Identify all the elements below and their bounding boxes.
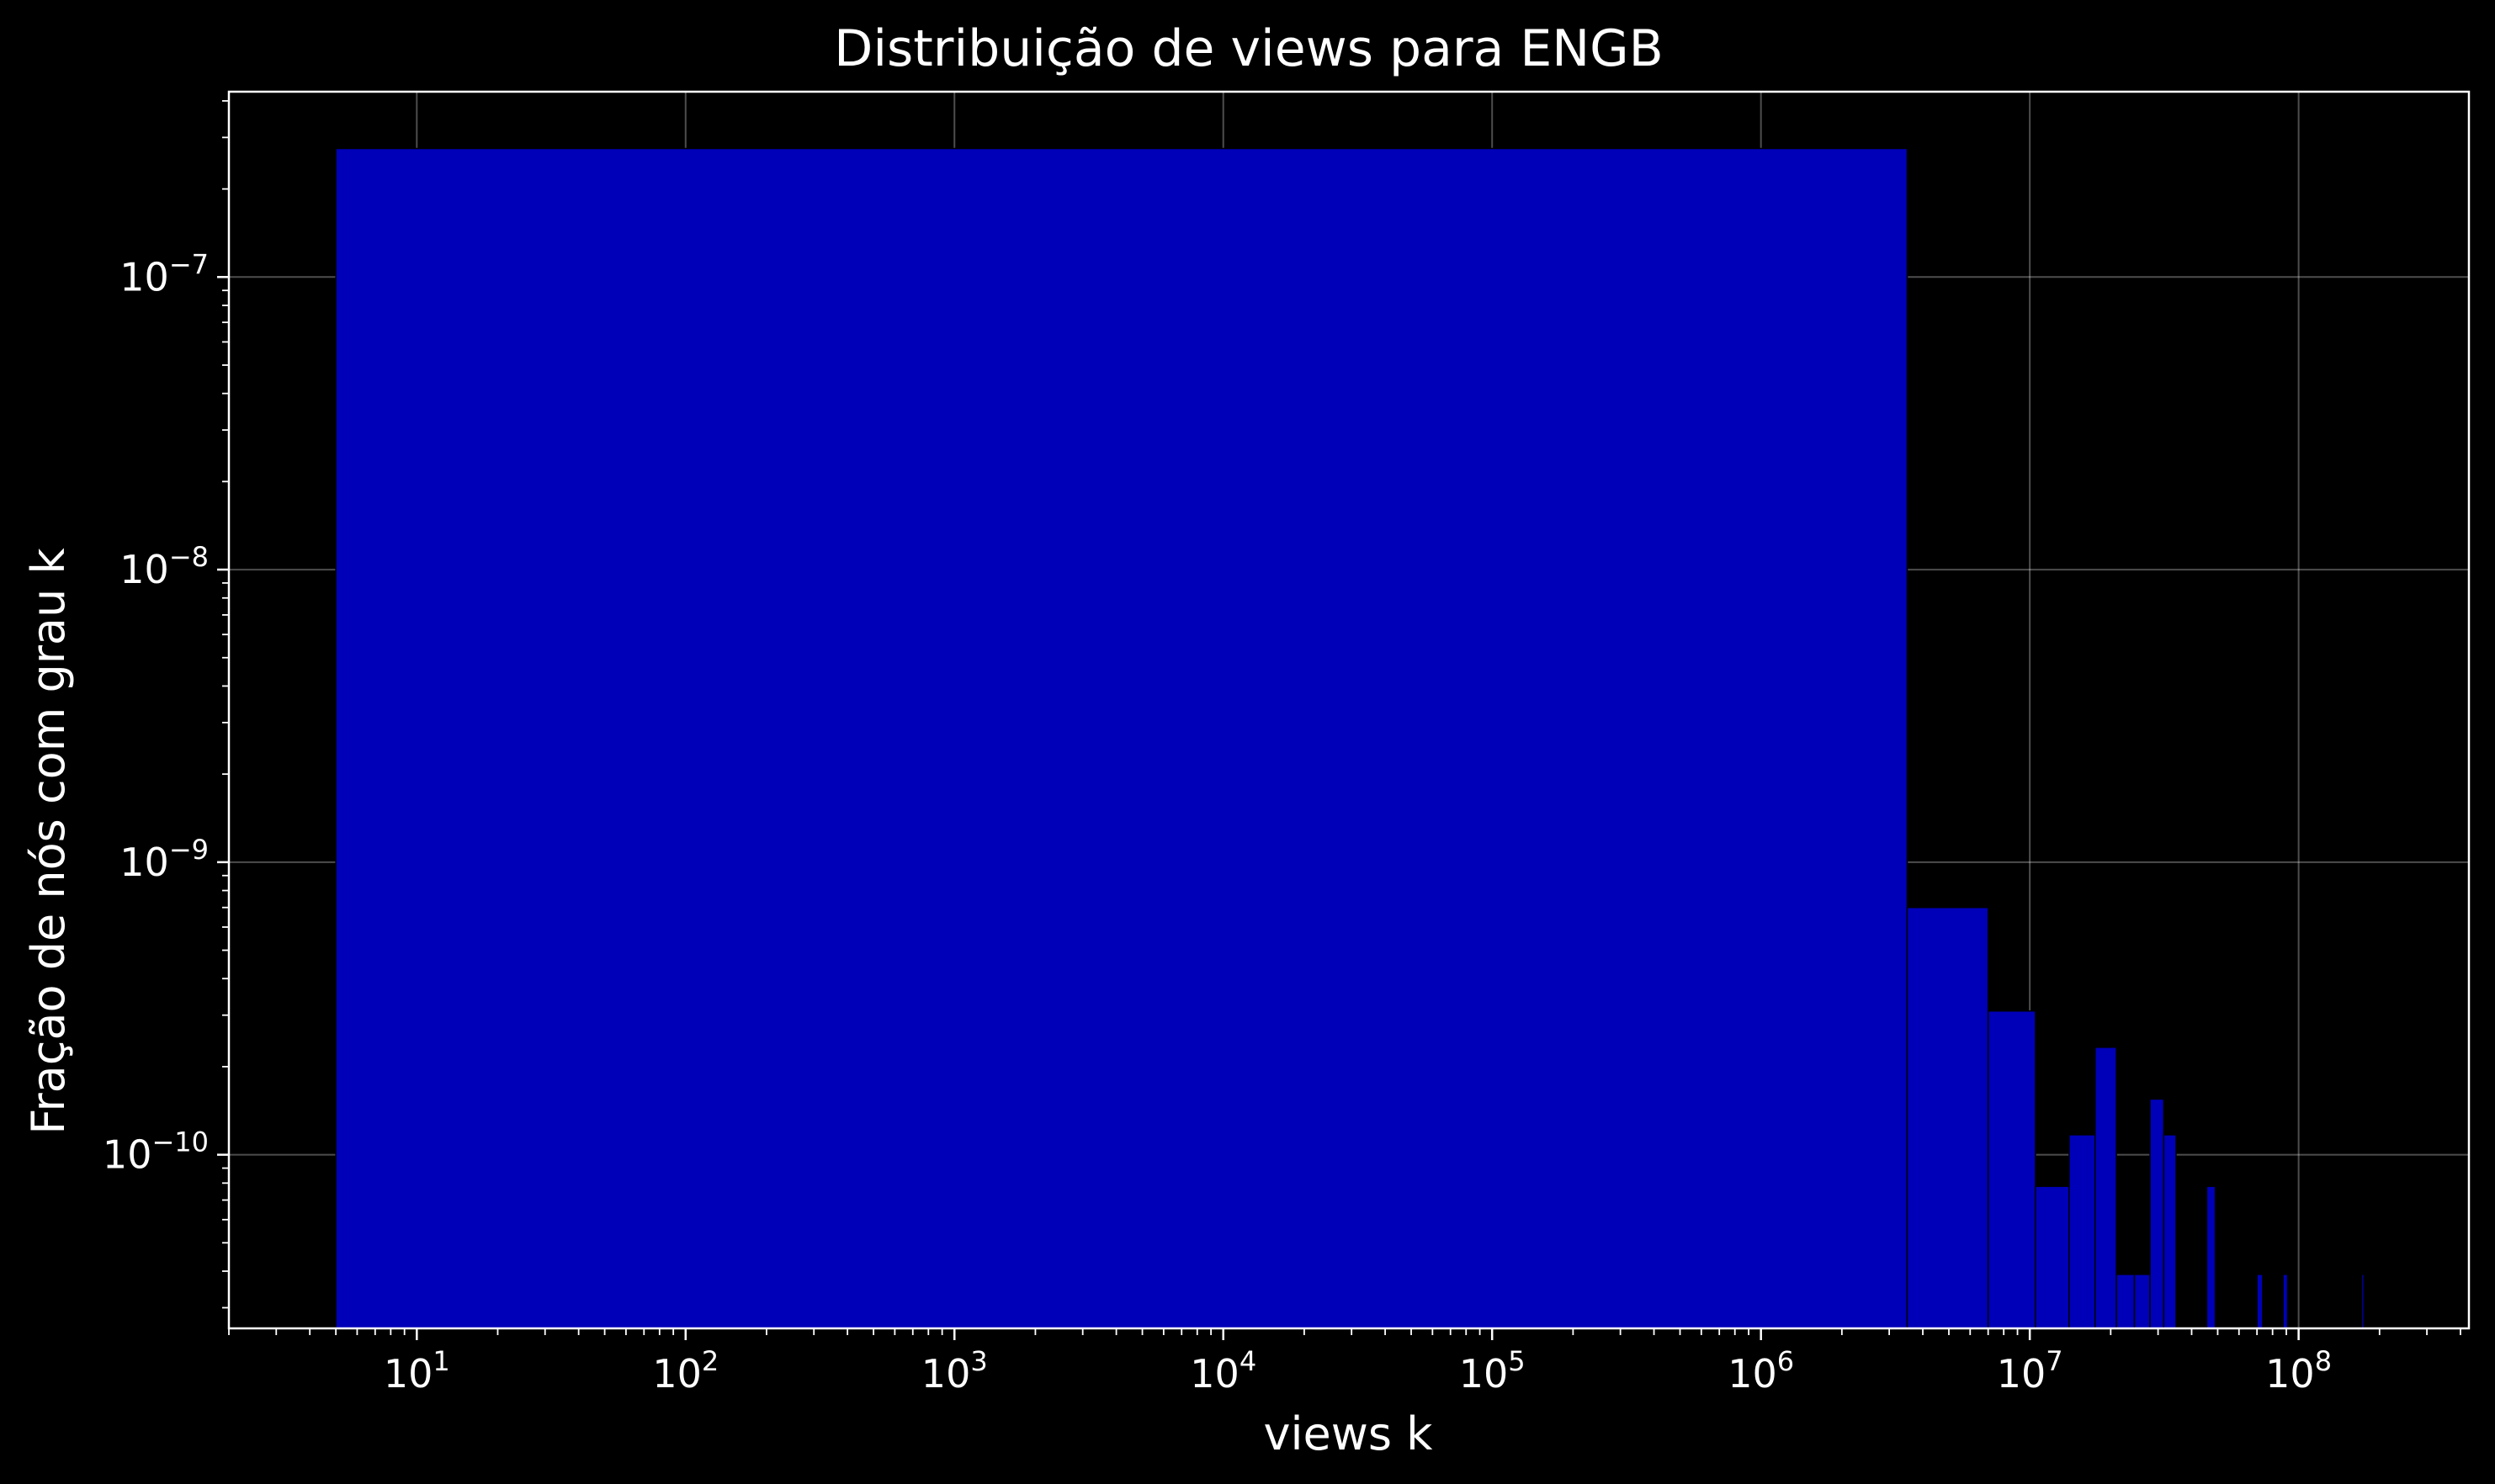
histogram-bar <box>2256 1274 2264 1329</box>
histogram-bar <box>335 147 1908 1329</box>
x-tick-label: 101 <box>384 1345 450 1397</box>
x-tick-label: 108 <box>2265 1345 2332 1397</box>
histogram-bar <box>2206 1185 2216 1329</box>
histogram-bars <box>335 147 2365 1329</box>
chart-title: Distribuição de views para ENGB <box>834 19 1664 78</box>
histogram-bar <box>2094 1047 2117 1329</box>
plot-frame <box>227 90 2471 1330</box>
histogram-bar <box>2149 1098 2165 1329</box>
y-tick-label: 10−8 <box>119 541 209 592</box>
histogram-bar <box>2133 1274 2151 1329</box>
x-tick-label: 104 <box>1190 1345 1256 1397</box>
histogram-bar <box>2163 1134 2177 1329</box>
histogram-bar <box>2282 1274 2289 1329</box>
y-tick-label: 10−10 <box>103 1126 209 1178</box>
x-axis-label: views k <box>1264 1407 1434 1460</box>
histogram-bar <box>2115 1274 2136 1329</box>
histogram-bar <box>2360 1274 2365 1329</box>
histogram-bar <box>1906 906 1989 1329</box>
y-axis-label: Fração de nós com grau k <box>22 548 75 1135</box>
y-tick-label: 10−9 <box>119 834 209 885</box>
histogram-bar <box>1987 1010 2036 1329</box>
axes: 101 102 103 104 105 106 107 108 10−7 10−8 10−9 10−1… <box>103 90 2471 1397</box>
x-tick-label: 105 <box>1459 1345 1526 1397</box>
histogram-bar <box>2068 1134 2096 1329</box>
x-tick-label: 106 <box>1728 1345 1794 1397</box>
y-tick-label: 10−7 <box>119 248 209 299</box>
x-tick-label: 102 <box>652 1345 719 1397</box>
histogram-bar <box>2035 1185 2070 1329</box>
x-tick-label: 103 <box>921 1345 988 1397</box>
x-tick-label: 107 <box>1997 1345 2063 1397</box>
